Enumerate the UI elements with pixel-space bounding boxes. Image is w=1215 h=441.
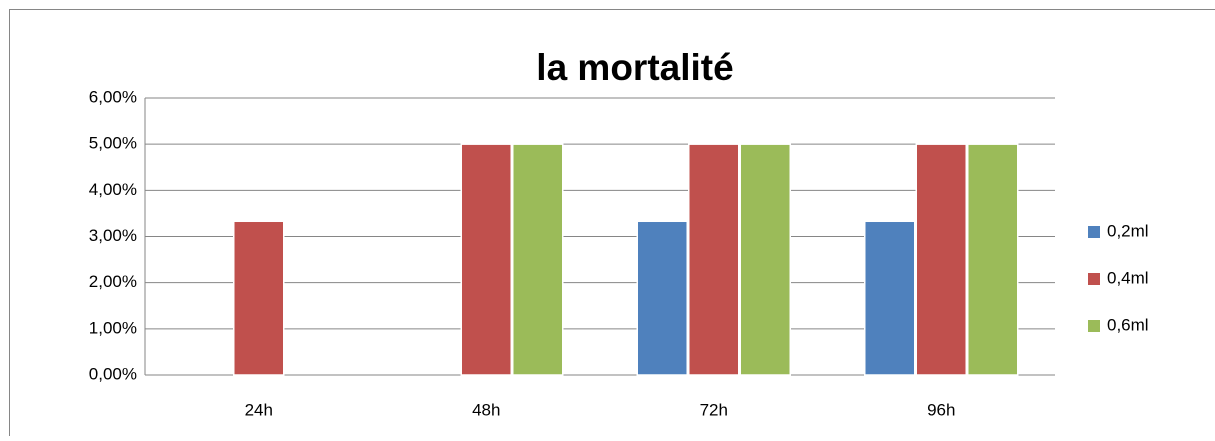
- y-tick-label: 2,00%: [89, 272, 137, 291]
- bar: [513, 144, 563, 375]
- legend-label: 0,2ml: [1107, 221, 1149, 240]
- bar: [637, 221, 687, 375]
- y-tick-label: 6,00%: [89, 87, 137, 106]
- x-tick-label: 72h: [700, 400, 728, 419]
- x-tick-label: 48h: [472, 400, 500, 419]
- legend-label: 0,6ml: [1107, 315, 1149, 334]
- y-tick-label: 3,00%: [89, 226, 137, 245]
- bar: [461, 144, 511, 375]
- bar: [234, 221, 284, 375]
- bar: [968, 144, 1018, 375]
- bar: [865, 221, 915, 375]
- y-tick-label: 0,00%: [89, 364, 137, 383]
- x-tick-label: 96h: [927, 400, 955, 419]
- chart-title: la mortalité: [536, 47, 733, 88]
- legend-swatch: [1088, 273, 1100, 285]
- legend-swatch: [1088, 226, 1100, 238]
- legend-label: 0,4ml: [1107, 268, 1149, 287]
- y-tick-label: 5,00%: [89, 134, 137, 153]
- x-tick-label: 24h: [245, 400, 273, 419]
- bar: [689, 144, 739, 375]
- y-tick-label: 4,00%: [89, 180, 137, 199]
- y-tick-label: 1,00%: [89, 318, 137, 337]
- legend-swatch: [1088, 320, 1100, 332]
- bar: [916, 144, 966, 375]
- bar: [740, 144, 790, 375]
